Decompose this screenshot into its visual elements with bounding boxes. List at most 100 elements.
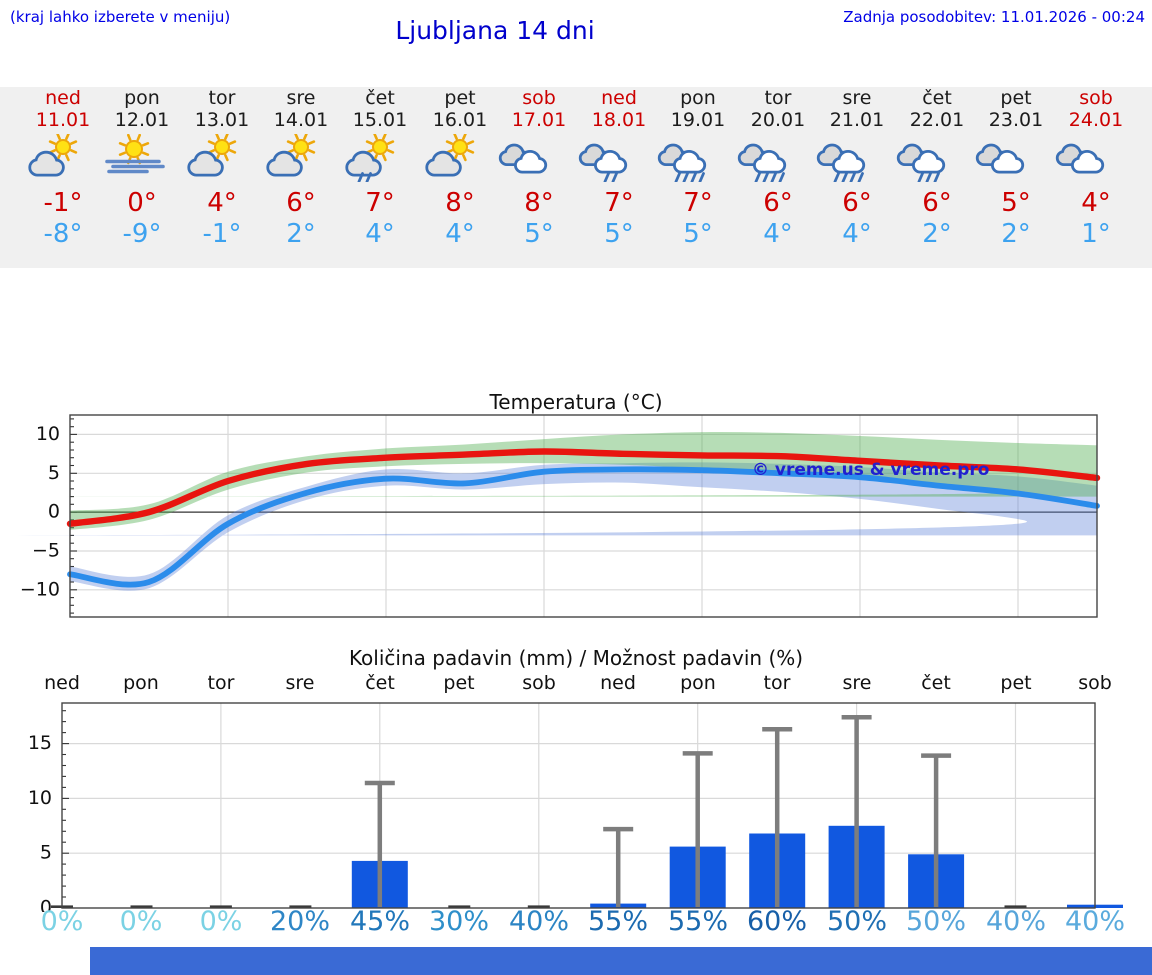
day-column-18.01[interactable]: ned 18.01 7° 5° [578,87,660,250]
day-column-16.01[interactable]: pet 16.01 8° 4° [419,87,501,250]
day-high-temp: 8° [524,188,554,218]
temperature-chart: 10 5 0 −5 −10 © vreme.us & vreme.pro [0,414,1101,618]
precip-ytick-label: 0 [40,897,52,913]
bottom-banner [90,947,1152,975]
day-name: sob [522,87,556,109]
pop-label: 60% [746,906,807,937]
pop-label: 40% [1064,906,1125,937]
day-column-23.01[interactable]: pet 23.01 5° 2° [975,87,1057,250]
weather-icon-cloud-rain3 [896,143,946,182]
day-name: sre [286,87,316,109]
day-low-temp: 2° [1001,219,1031,249]
day-icon-wrap [339,134,421,184]
day-high-temp: 5° [1001,188,1031,218]
day-high-temp: 7° [365,188,395,218]
day-icon-wrap [101,134,183,184]
day-high-temp: 6° [842,188,872,218]
line-high-temperature [66,448,1101,527]
chart-day-label: sre [842,672,872,694]
pop-label: 45% [349,906,410,937]
page-title: Ljubljana 14 dni [395,16,595,45]
day-icon-wrap [816,134,898,184]
day-date: 15.01 [352,109,408,131]
chart-day-label: sob [1078,672,1112,694]
day-date: 13.01 [194,109,250,131]
chart-day-label: sre [285,672,315,694]
day-low-temp: 4° [365,219,395,249]
day-icon-wrap [975,134,1057,184]
day-column-22.01[interactable]: čet 22.01 6° 2° [896,87,978,250]
chart-day-label: sob [522,672,556,694]
watermark: © vreme.us & vreme.pro [752,460,989,480]
temp-ytick-label: 0 [48,501,60,523]
pop-label: 20% [269,906,330,937]
weather-icon-sun-cloud [425,134,475,177]
weather-icon-cloud-rain4 [737,143,787,182]
day-high-temp: 6° [763,188,793,218]
weather-icon-sun-cloud [187,134,237,177]
day-date: 16.01 [432,109,488,131]
day-low-temp: -1° [202,219,242,249]
line-low-temperature [67,466,1100,588]
pop-label: 0% [40,906,84,937]
day-name: ned [601,87,637,109]
day-column-13.01[interactable]: tor 13.01 4° -1° [181,87,263,250]
day-column-21.01[interactable]: sre 21.01 6° 4° [816,87,898,250]
day-high-temp: -1° [43,188,83,218]
day-high-temp: 4° [1081,188,1111,218]
day-low-temp: 2° [922,219,952,249]
weather-icon-cloud [975,143,1025,174]
day-icon-wrap [737,134,819,184]
day-date: 21.01 [829,109,885,131]
day-date: 20.01 [750,109,806,131]
chart-day-label: ned [600,672,636,694]
pop-label: 55% [667,906,728,937]
day-icon-wrap [657,134,739,184]
pop-label: 40% [985,906,1046,937]
day-column-14.01[interactable]: sre 14.01 6° 2° [260,87,342,250]
weather-icon-sun-cloud [266,134,316,177]
temp-ytick-label: −5 [32,540,60,562]
day-high-temp: 6° [922,188,952,218]
day-name: pon [680,87,716,109]
pop-label: 50% [905,906,966,937]
day-date: 17.01 [511,109,567,131]
day-name: pet [1000,87,1032,109]
day-icon-wrap [896,134,978,184]
day-icon-wrap [1055,134,1137,184]
day-date: 23.01 [988,109,1044,131]
precipitation-chart-title: Količina padavin (mm) / Možnost padavin … [348,646,804,670]
precip-ytick-label: 10 [28,787,52,809]
chart-day-label: čet [921,672,951,694]
day-column-17.01[interactable]: sob 17.01 8° 5° [498,87,580,250]
precipitation-chart: 0 5 10 15 [28,702,1123,913]
day-column-20.01[interactable]: tor 20.01 6° 4° [737,87,819,250]
location-menu-note: (kraj lahko izberete v meniju) [10,8,231,26]
day-column-11.01[interactable]: ned 11.01 -1° -8° [22,87,104,250]
day-name: tor [208,87,236,109]
day-icon-wrap [498,134,580,184]
day-column-24.01[interactable]: sob 24.01 4° 1° [1055,87,1137,250]
weather-icon-cloud-rain4 [816,143,866,182]
day-name: pet [444,87,476,109]
pop-label: 50% [826,906,887,937]
precip-error-bars [364,715,952,907]
weather-icon-cloud-rain4 [657,143,707,182]
day-column-19.01[interactable]: pon 19.01 7° 5° [657,87,739,250]
day-icon-wrap [260,134,342,184]
day-name: tor [764,87,792,109]
precip-ytick-label: 15 [28,732,52,754]
chart-day-label: pet [443,672,475,694]
day-column-15.01[interactable]: čet 15.01 7° 4° [339,87,421,250]
weather-icon-sun-cloud [28,134,78,177]
day-low-temp: 2° [286,219,316,249]
chart-day-label: tor [763,672,791,694]
day-name: ned [45,87,81,109]
forecast-strip: ned 11.01 -1° -8° pon 12.01 0° -9° tor 13.01 4° -1°… [0,87,1152,268]
day-name: čet [922,87,952,109]
pop-label: 40% [508,906,569,937]
day-low-temp: 5° [524,219,554,249]
day-column-12.01[interactable]: pon 12.01 0° -9° [101,87,183,250]
last-update-label: Zadnja posodobitev: 11.01.2026 - 00:24 [843,8,1145,26]
weather-icon-sun-cloud-rain2 [345,134,395,182]
